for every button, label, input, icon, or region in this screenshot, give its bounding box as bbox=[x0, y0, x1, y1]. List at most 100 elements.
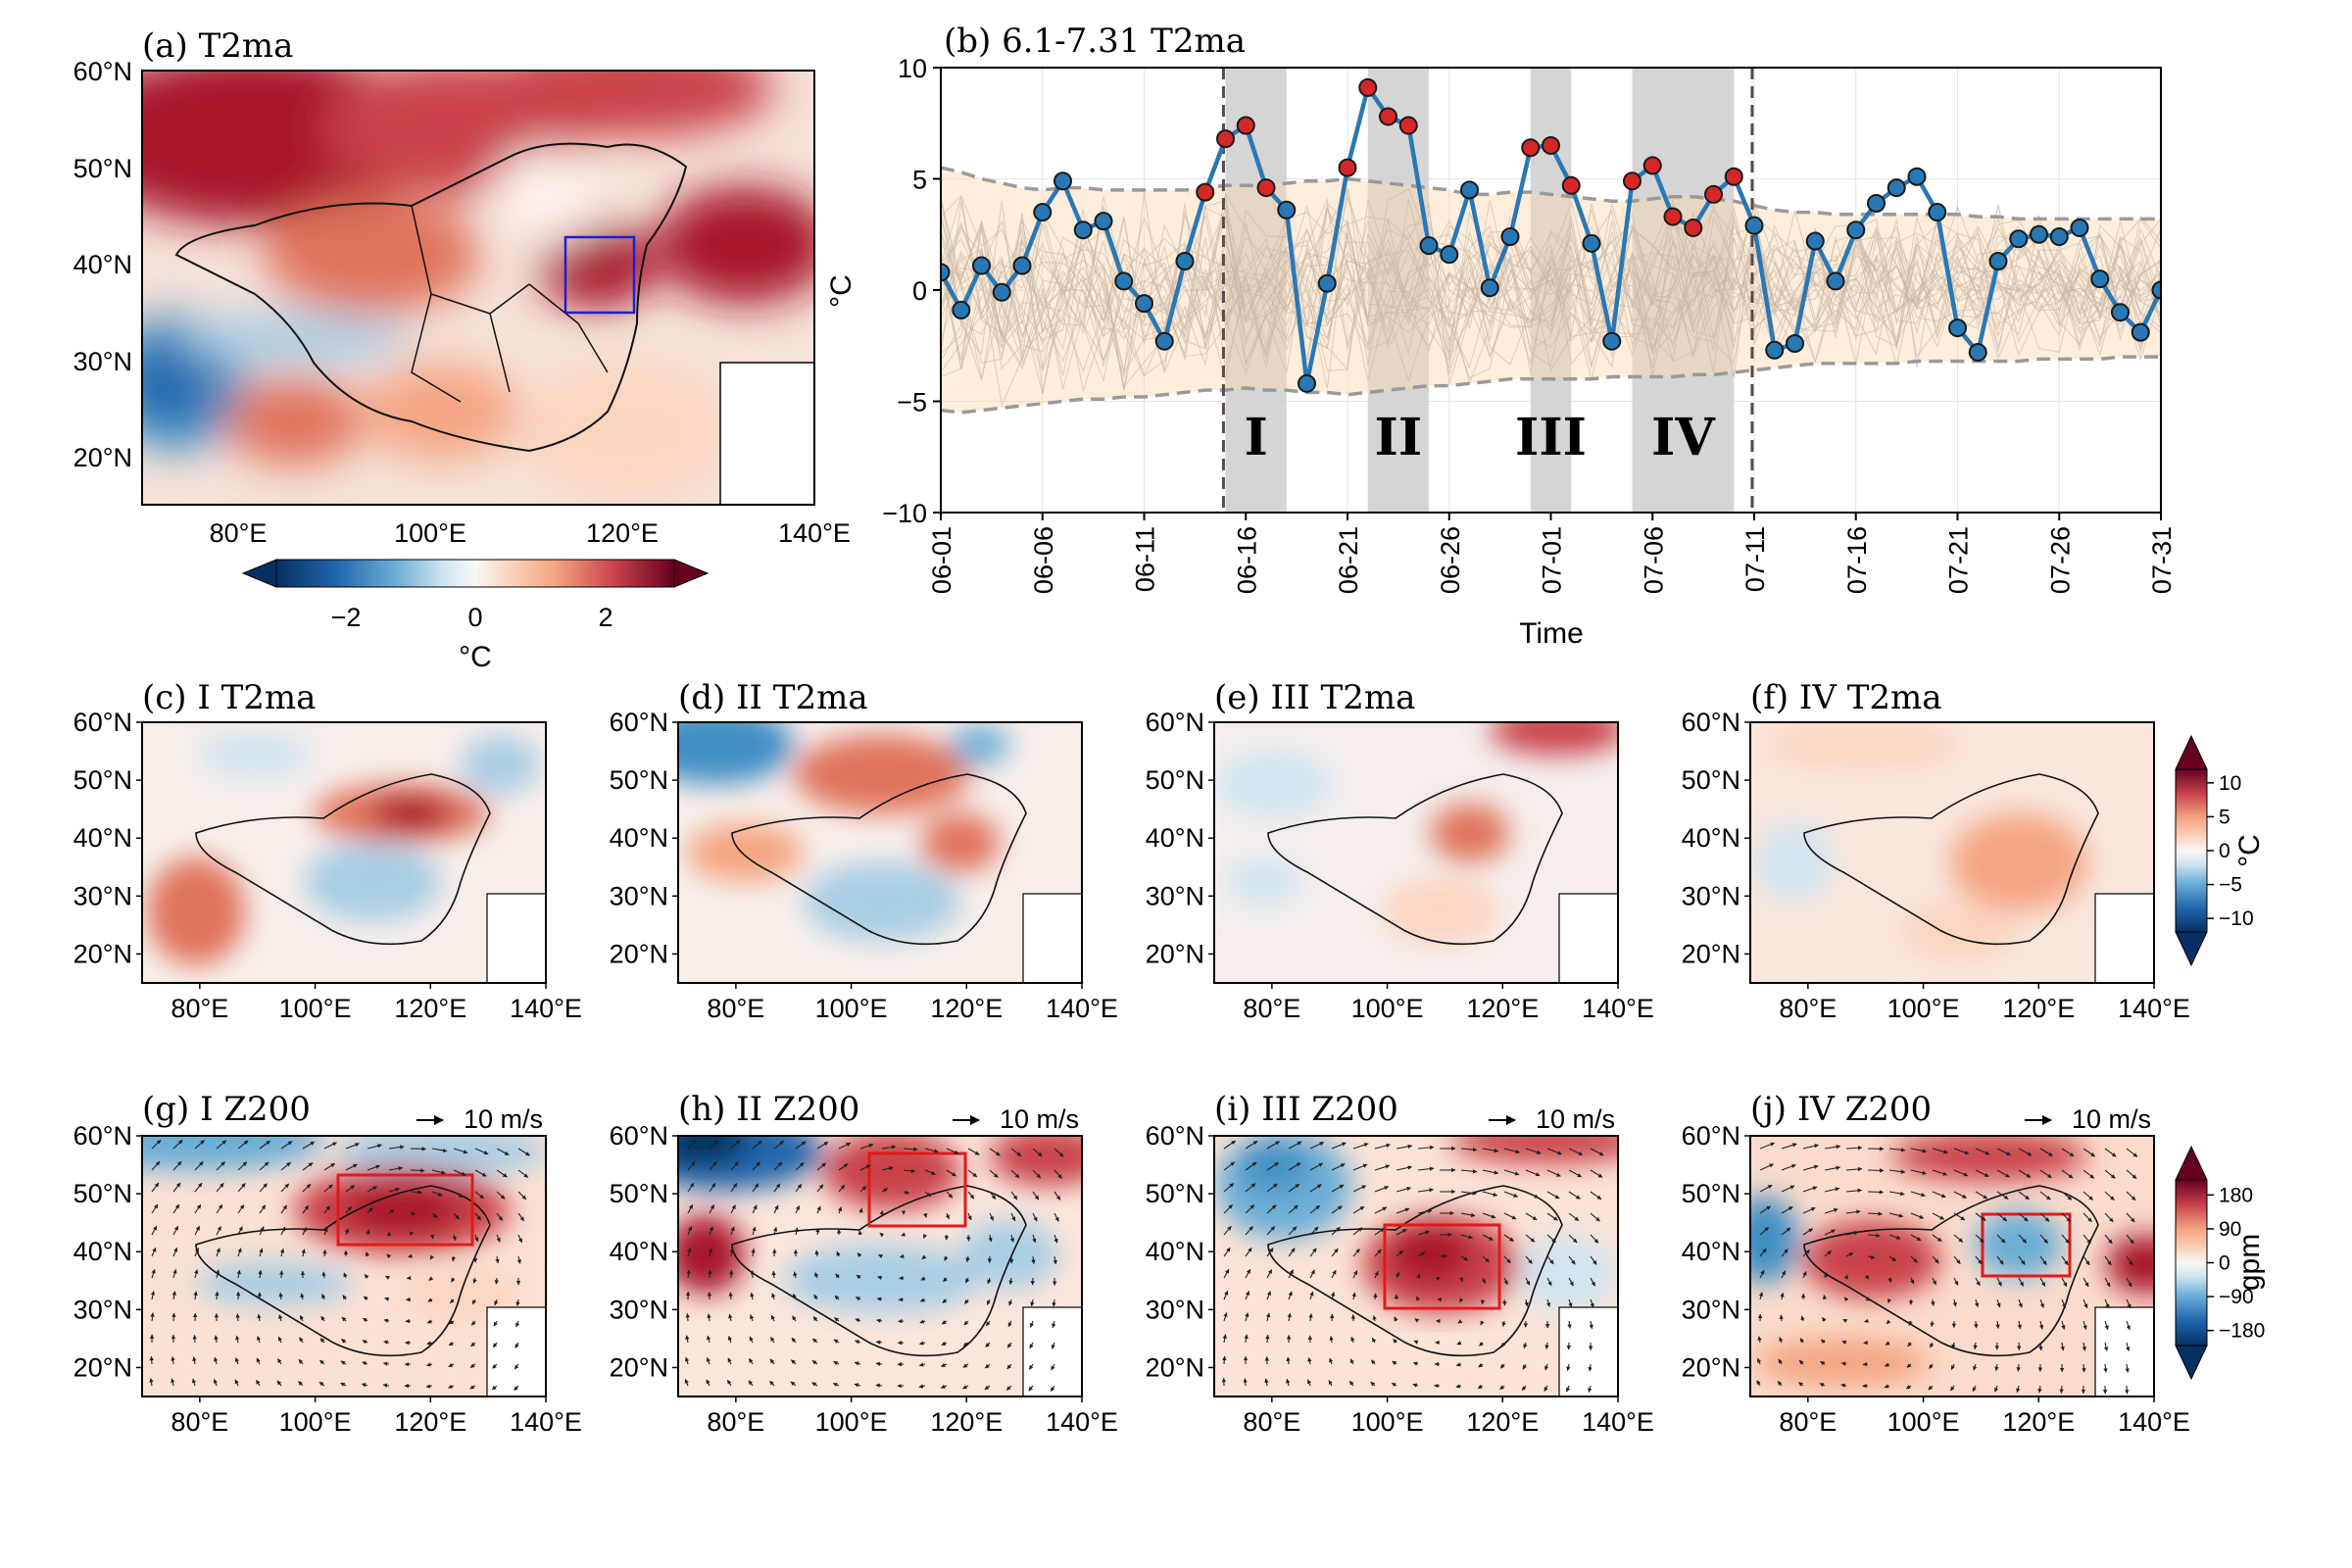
wind-vector bbox=[1908, 1320, 1913, 1326]
wind-vector bbox=[1223, 1183, 1235, 1193]
wind-vector bbox=[918, 1384, 926, 1389]
wind-vector bbox=[1544, 1342, 1549, 1349]
wind-vector bbox=[2082, 1212, 2092, 1223]
data-point bbox=[1317, 273, 1337, 293]
wind-vector bbox=[474, 1212, 482, 1221]
wind-vector bbox=[1244, 1334, 1249, 1344]
wind-vector bbox=[1054, 1191, 1061, 1200]
wind-vector bbox=[2018, 1191, 2031, 1200]
wind-vector bbox=[1867, 1190, 1885, 1195]
lon-tick-label: 100°E bbox=[279, 1407, 352, 1437]
wind-vector bbox=[984, 1385, 991, 1391]
wind-vector bbox=[1352, 1270, 1358, 1279]
wind-vector bbox=[1460, 1212, 1476, 1218]
wind-vector bbox=[1288, 1226, 1298, 1236]
data-point bbox=[1765, 340, 1785, 360]
wind-vector bbox=[920, 1276, 926, 1281]
wind-vector bbox=[919, 1319, 926, 1324]
wind-vector bbox=[216, 1226, 221, 1236]
wind-vector bbox=[149, 1355, 154, 1365]
wind-vector bbox=[1222, 1334, 1227, 1344]
wind-vector bbox=[1029, 1320, 1035, 1328]
wind-vector bbox=[388, 1187, 401, 1193]
lon-tick-label: 120°E bbox=[2002, 994, 2075, 1023]
panel-b-x-ticks: 06-01 06-06 06-11 06-16 06-21 06-26 07-01 07-06… bbox=[927, 513, 2177, 594]
lat-tick-label: 50°N bbox=[74, 1179, 132, 1208]
x-tick-label: 07-26 bbox=[2045, 526, 2075, 594]
wind-vector bbox=[2126, 1148, 2138, 1157]
wind-vector bbox=[1525, 1169, 1541, 1177]
wind-vector bbox=[1032, 1148, 1043, 1157]
wind-vector bbox=[363, 1317, 368, 1323]
wind-vector bbox=[492, 1363, 498, 1369]
wind-vector bbox=[1331, 1269, 1337, 1279]
wind-vector bbox=[1588, 1363, 1592, 1372]
wind-vector bbox=[1329, 1357, 1334, 1365]
ensemble-member-line bbox=[941, 205, 2161, 350]
wind-vector bbox=[1845, 1209, 1861, 1214]
x-tick-label: 06-11 bbox=[1131, 526, 1160, 592]
wind-vector bbox=[1287, 1312, 1292, 1322]
data-point bbox=[1642, 156, 1662, 175]
wind-vector bbox=[1906, 1363, 1912, 1368]
wind-vector bbox=[1996, 1255, 2004, 1265]
data-point bbox=[1561, 175, 1581, 195]
wind-vector bbox=[1482, 1212, 1496, 1219]
wind-vector bbox=[1372, 1315, 1377, 1322]
ensemble-member-line bbox=[941, 203, 2161, 367]
wind-vector bbox=[859, 1143, 874, 1150]
wind-vector bbox=[1546, 1277, 1552, 1287]
wind-vector bbox=[496, 1169, 508, 1178]
wind-vector bbox=[795, 1161, 805, 1171]
wind-vector bbox=[903, 1147, 918, 1152]
wind-vector bbox=[474, 1191, 484, 1200]
wind-vector bbox=[832, 1382, 840, 1388]
data-point bbox=[1623, 172, 1642, 191]
lat-tick-label: 40°N bbox=[74, 1237, 132, 1266]
lat-tick-label: 60°N bbox=[1146, 1121, 1204, 1151]
wind-vector bbox=[1910, 1255, 1918, 1263]
wind-vector bbox=[2104, 1255, 2112, 1266]
wind-vector bbox=[1478, 1362, 1484, 1368]
wind-vector bbox=[795, 1183, 803, 1193]
wind-vector bbox=[257, 1313, 262, 1322]
wind-vector bbox=[1028, 1363, 1034, 1370]
ensemble-member-line bbox=[941, 202, 2161, 384]
wind-vector bbox=[516, 1255, 521, 1264]
wind-vector bbox=[1824, 1187, 1840, 1193]
wind-vector bbox=[1845, 1146, 1863, 1151]
wind-vector bbox=[319, 1359, 325, 1365]
wind-vector bbox=[1265, 1334, 1270, 1344]
wind-vector bbox=[728, 1313, 733, 1322]
wind-vector bbox=[794, 1227, 799, 1236]
wind-vector bbox=[857, 1252, 862, 1257]
wind-vector bbox=[918, 1341, 926, 1346]
wind-vector bbox=[1568, 1191, 1581, 1200]
wind-vector bbox=[838, 1185, 846, 1193]
wind-vector bbox=[448, 1362, 455, 1367]
wind-vector bbox=[1266, 1161, 1279, 1171]
wind-vector bbox=[1888, 1255, 1897, 1262]
wind-vector bbox=[1932, 1255, 1939, 1264]
wind-vector bbox=[709, 1140, 719, 1150]
lon-tick: 120°E bbox=[586, 518, 659, 548]
wind-vector bbox=[277, 1336, 282, 1344]
wind-vector bbox=[1867, 1254, 1876, 1259]
lon-tick: 100°E bbox=[394, 518, 466, 548]
wind-vector bbox=[343, 1272, 348, 1279]
wind-vector bbox=[1412, 1383, 1419, 1388]
wind-vector bbox=[1032, 1191, 1040, 1200]
lat-tick-label: 50°N bbox=[74, 765, 132, 795]
wind-vector bbox=[362, 1340, 368, 1345]
x-tick-label: 06-01 bbox=[927, 526, 956, 594]
lon-tick-label: 100°E bbox=[815, 994, 888, 1023]
wind-vector bbox=[1546, 1234, 1556, 1244]
wind-vector bbox=[1888, 1212, 1904, 1218]
wind-vector bbox=[730, 1140, 741, 1150]
wind-vector bbox=[1331, 1248, 1339, 1257]
wind-vector bbox=[235, 1335, 240, 1344]
lon-tick-label: 140°E bbox=[1046, 1407, 1118, 1437]
wind-vector bbox=[1266, 1141, 1280, 1150]
wind-vector bbox=[2125, 1363, 2130, 1373]
panel-b-xlabel: Time bbox=[1519, 617, 1584, 650]
